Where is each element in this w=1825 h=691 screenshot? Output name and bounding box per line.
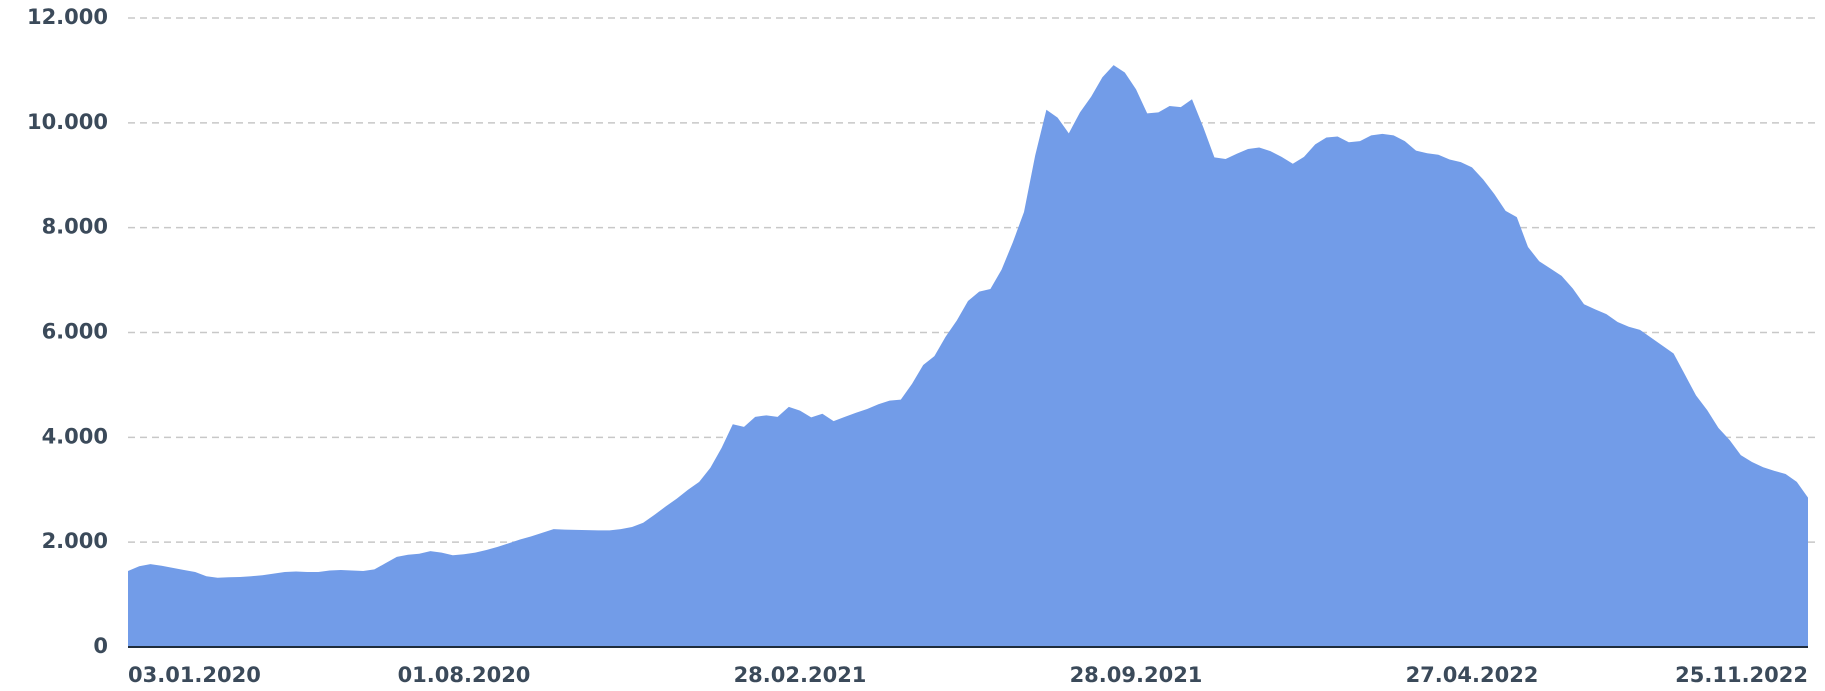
x-tick-label: 28.02.2021	[734, 663, 867, 687]
y-tick-label: 4.000	[42, 424, 108, 448]
y-tick-label: 12.000	[27, 5, 108, 29]
x-tick-label: 28.09.2021	[1070, 663, 1203, 687]
x-tick-label: 27.04.2022	[1406, 663, 1539, 687]
y-tick-label: 10.000	[27, 110, 108, 134]
x-tick-label: 25.11.2022	[1675, 663, 1808, 687]
x-tick-label: 03.01.2020	[128, 663, 261, 687]
y-tick-label: 6.000	[42, 320, 108, 344]
y-tick-label: 0	[93, 634, 108, 658]
x-tick-label: 01.08.2020	[398, 663, 531, 687]
area	[128, 65, 1808, 648]
y-tick-label: 8.000	[42, 215, 108, 239]
y-tick-label: 2.000	[42, 529, 108, 553]
